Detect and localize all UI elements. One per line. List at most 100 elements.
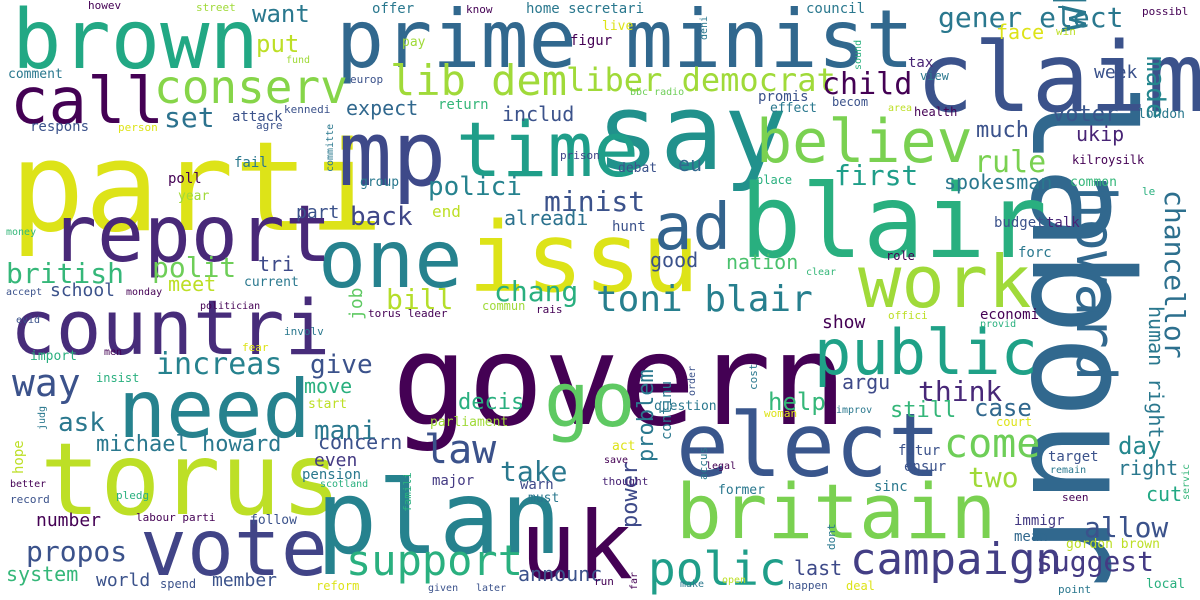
word: budget bbox=[994, 215, 1045, 231]
word: politician bbox=[200, 301, 261, 312]
word: figur bbox=[570, 33, 613, 49]
word: current bbox=[244, 275, 299, 290]
word: year bbox=[178, 189, 210, 204]
word: call bbox=[10, 65, 165, 139]
word: fail bbox=[234, 155, 268, 171]
word: pledg bbox=[116, 489, 150, 502]
word: kennedi bbox=[284, 103, 331, 116]
word: sinc bbox=[874, 479, 908, 495]
word: plan bbox=[316, 459, 562, 578]
word: london bbox=[1138, 107, 1185, 122]
word: argu bbox=[842, 370, 891, 394]
word: number bbox=[36, 510, 102, 531]
word: make bbox=[680, 579, 705, 590]
word: concern bbox=[318, 430, 403, 454]
word: suggest bbox=[1036, 545, 1155, 578]
word: decis bbox=[458, 390, 525, 415]
word: say bbox=[596, 71, 788, 194]
word: mean bbox=[1014, 529, 1048, 545]
word: claim bbox=[916, 22, 1200, 134]
word: import bbox=[30, 349, 77, 364]
word: order bbox=[687, 365, 698, 396]
word: human right bbox=[1144, 306, 1168, 439]
word: debat bbox=[618, 161, 658, 176]
word: alreadi bbox=[504, 206, 589, 230]
word: better bbox=[10, 479, 47, 490]
word: give bbox=[310, 350, 373, 380]
word: place bbox=[756, 173, 793, 187]
word: back bbox=[350, 202, 413, 232]
word: given bbox=[428, 583, 459, 594]
word: end bbox=[432, 202, 461, 221]
word: run bbox=[594, 575, 614, 588]
word: public bbox=[814, 316, 1038, 389]
word: later bbox=[476, 583, 507, 594]
word: toni blair bbox=[596, 279, 813, 320]
word: work bbox=[858, 240, 1032, 324]
word: polici bbox=[428, 172, 522, 202]
word: improv bbox=[836, 405, 873, 416]
word: save bbox=[604, 455, 629, 466]
word: bbc radio bbox=[630, 87, 685, 98]
word: act bbox=[612, 439, 636, 454]
word: countri bbox=[10, 283, 331, 372]
word: conserv bbox=[154, 60, 348, 114]
word: polit bbox=[152, 251, 237, 284]
word: talk bbox=[1046, 215, 1080, 231]
word: britain bbox=[676, 467, 997, 556]
word: job bbox=[346, 287, 367, 320]
word: propos bbox=[26, 535, 128, 568]
word: chang bbox=[494, 275, 579, 308]
word: seen bbox=[1062, 491, 1089, 504]
word: woman bbox=[764, 407, 798, 420]
word: follow bbox=[250, 513, 297, 528]
word: men bbox=[104, 347, 123, 358]
word: system bbox=[6, 562, 79, 586]
word: expect bbox=[346, 96, 419, 120]
word: part bbox=[296, 202, 340, 223]
word: comment bbox=[8, 67, 63, 82]
word: go bbox=[544, 355, 636, 444]
word: far bbox=[629, 571, 640, 590]
word: reform bbox=[316, 579, 360, 593]
word: parti bbox=[10, 116, 384, 260]
word: live bbox=[602, 19, 634, 34]
word: agre bbox=[256, 119, 283, 132]
word: record bbox=[10, 493, 50, 506]
word: gener elect bbox=[938, 1, 1124, 34]
word: ukip bbox=[1076, 122, 1125, 146]
word: respons bbox=[30, 119, 90, 135]
word: torus leader bbox=[368, 307, 448, 320]
word: area bbox=[888, 103, 913, 114]
word: hunt bbox=[612, 219, 646, 235]
word: torus bbox=[40, 421, 342, 538]
word: ad bbox=[654, 191, 732, 265]
word: allow bbox=[1084, 511, 1169, 544]
word: good bbox=[650, 248, 699, 272]
word: forc bbox=[1018, 245, 1052, 261]
word: liber democrat bbox=[566, 61, 836, 99]
word: show bbox=[822, 312, 866, 333]
word: michael howard bbox=[96, 432, 282, 457]
word: effect bbox=[770, 101, 817, 116]
word: two bbox=[968, 461, 1019, 494]
word: promis bbox=[758, 89, 809, 105]
word: pension bbox=[302, 467, 362, 483]
word: judg bbox=[37, 405, 48, 430]
word: accept bbox=[6, 287, 43, 298]
word: monday bbox=[126, 287, 163, 298]
word: local bbox=[1146, 577, 1186, 592]
word: world bbox=[96, 570, 151, 591]
word: child bbox=[822, 67, 913, 102]
word: court bbox=[996, 415, 1033, 429]
word: ask bbox=[58, 408, 105, 438]
word: right bbox=[1118, 456, 1179, 480]
word: provid bbox=[980, 319, 1017, 330]
word: deal bbox=[846, 579, 875, 593]
word: point bbox=[1058, 583, 1092, 596]
word: tax bbox=[908, 55, 934, 71]
word: issu bbox=[468, 202, 700, 314]
word: europ bbox=[350, 73, 384, 86]
word: ensur bbox=[904, 459, 947, 475]
word: home secretari bbox=[526, 1, 645, 17]
